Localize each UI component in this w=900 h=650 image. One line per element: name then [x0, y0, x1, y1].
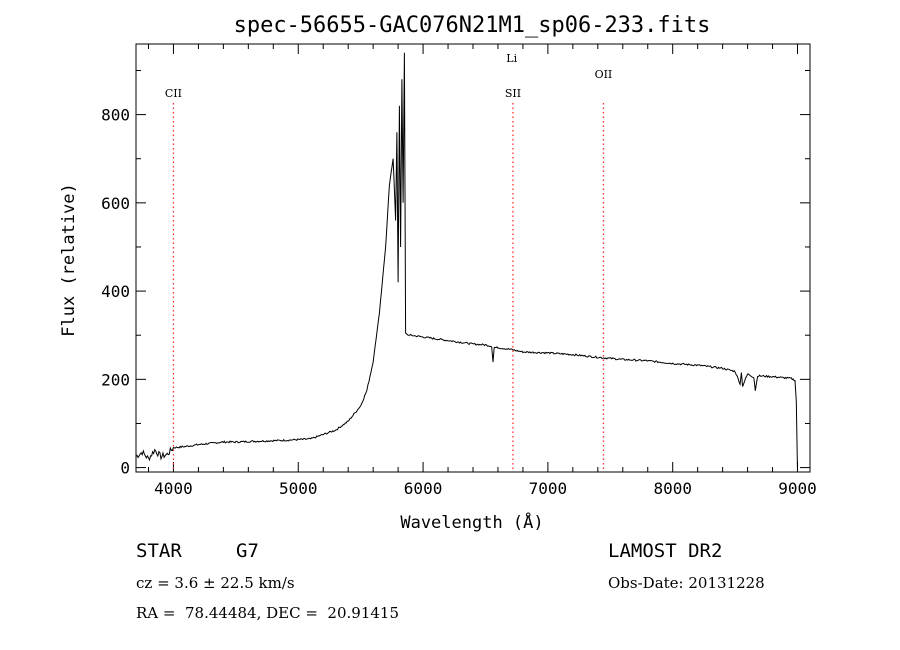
- plot-frame: [135, 43, 811, 473]
- y-tick-label: 400: [101, 282, 130, 301]
- line-label-li: Li: [506, 52, 517, 65]
- line-label-oii: OII: [595, 68, 613, 81]
- y-tick-label: 800: [101, 106, 130, 125]
- redshift-text: cz = 3.6 ± 22.5 km/s: [136, 574, 295, 592]
- x-tick-label: 7000: [529, 479, 568, 498]
- spectrum-line: [135, 52, 798, 473]
- x-tick-label: 6000: [404, 479, 443, 498]
- x-tick-label: 4000: [154, 479, 193, 498]
- survey-name: LAMOST DR2: [608, 540, 723, 562]
- y-axis-label: Flux (relative): [59, 183, 79, 337]
- x-axis-label: Wavelength (Å): [400, 511, 543, 533]
- y-tick-label: 0: [120, 459, 130, 478]
- object-subclass: G7: [236, 540, 259, 562]
- x-tick-label: 9000: [778, 479, 817, 498]
- object-class: STAR: [136, 540, 182, 562]
- x-tick-label: 8000: [653, 479, 692, 498]
- x-tick-label: 5000: [279, 479, 318, 498]
- y-tick-label: 200: [101, 370, 130, 389]
- y-tick-label: 600: [101, 194, 130, 213]
- obs-date-text: Obs-Date: 20131228: [608, 574, 765, 592]
- line-label-cii: CII: [165, 87, 182, 100]
- chart-title: spec-56655-GAC076N21M1_sp06-233.fits: [234, 13, 711, 38]
- radec-text: RA = 78.44484, DEC = 20.91415: [136, 604, 400, 622]
- line-label-sii: SII: [505, 87, 521, 100]
- plot-area: 4000 5000 6000 7000 8000 9000 0 200 400 600 800 CII…: [101, 43, 817, 498]
